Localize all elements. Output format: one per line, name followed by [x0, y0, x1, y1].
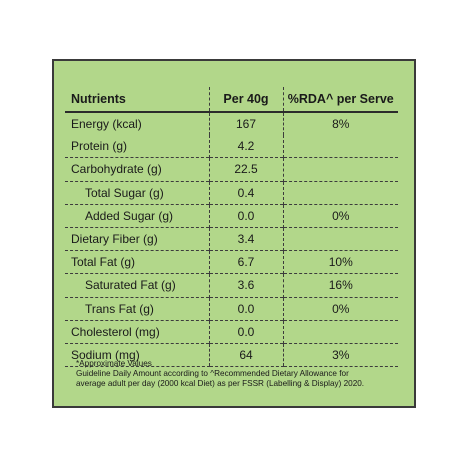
footnotes: *Approximate Values Guideline Daily Amou… — [76, 359, 406, 389]
per-40g-value: 0.0 — [208, 319, 283, 344]
table-row: Total Sugar (g) 0.4 — [65, 180, 398, 205]
nutrient-name: Protein (g) — [71, 139, 128, 154]
rda-value: 0% — [282, 296, 398, 321]
per-40g-value: 22.5 — [208, 157, 283, 182]
rda-value — [282, 226, 398, 251]
header-nutrients: Nutrients — [65, 87, 209, 113]
table-row: Energy (kcal) 167 8% — [65, 111, 398, 136]
header-rda-per-serve: %RDA^ per Serve — [282, 87, 398, 113]
per-40g-value: 0.4 — [208, 180, 283, 205]
nutrient-name: Saturated Fat (g) — [65, 273, 209, 297]
table-row: Dietary Fiber (g) 3.4 — [65, 226, 398, 251]
rda-value: 3% — [282, 342, 398, 368]
nutrient-name: Sodium (mg) — [65, 342, 209, 368]
table-row: Total Fat (g) 6.7 10% — [65, 250, 398, 274]
per-40g-value: 64 — [208, 342, 283, 368]
nutrition-facts-panel: Nutrients Per 40g %RDA^ per Serve Energy… — [52, 59, 416, 408]
table-header-row: Nutrients Per 40g %RDA^ per Serve — [65, 87, 398, 113]
footnote-fssr: average adult per day (2000 kcal Diet) a… — [76, 379, 365, 388]
rda-value: 0% — [282, 203, 398, 228]
header-per-40g: Per 40g — [208, 87, 283, 113]
nutrient-name: Carbohydrate (g) — [65, 157, 209, 182]
rda-value — [282, 135, 398, 158]
table-row: Carbohydrate (g) 22.5 — [65, 157, 398, 182]
rda-value: 10% — [282, 250, 398, 274]
nutrient-name: Total Fat (g) — [65, 250, 209, 274]
nutrition-table: Nutrients Per 40g %RDA^ per Serve Energy… — [65, 87, 398, 368]
nutrient-name: Trans Fat (g) — [65, 296, 209, 321]
rda-value — [282, 157, 398, 182]
rda-value — [282, 319, 398, 344]
table-row: Saturated Fat (g) 3.6 16% — [65, 273, 398, 297]
per-40g-value: 0.0 — [208, 296, 283, 321]
table-row: Sodium (mg) 64 3% — [65, 342, 398, 368]
per-40g-value: 4.2 — [208, 135, 283, 158]
table-row: Protein (g) 4.2 — [65, 135, 398, 158]
footnote-guideline: Guideline Daily Amount according to ^Rec… — [76, 369, 349, 378]
per-40g-value: 3.4 — [208, 226, 283, 251]
footnote-approximate: *Approximate Values — [76, 359, 152, 368]
rda-value: 8% — [282, 111, 398, 136]
table-row: Trans Fat (g) 0.0 0% — [65, 296, 398, 321]
per-40g-value: 167 — [208, 111, 283, 136]
nutrient-name: Energy (kcal) — [65, 111, 209, 136]
table-row: Cholesterol (mg) 0.0 — [65, 319, 398, 344]
rda-value: 16% — [282, 273, 398, 297]
per-40g-value: 0.0 — [208, 203, 283, 228]
per-40g-value: 6.7 — [208, 250, 283, 274]
nutrient-name: Added Sugar (g) — [65, 203, 209, 228]
rda-value — [282, 180, 398, 205]
nutrient-name: Cholesterol (mg) — [65, 319, 209, 344]
table-row: Added Sugar (g) 0.0 0% — [65, 203, 398, 228]
nutrient-name: Total Sugar (g) — [65, 180, 209, 205]
per-40g-value: 3.6 — [208, 273, 283, 297]
nutrient-name: Dietary Fiber (g) — [65, 226, 209, 251]
